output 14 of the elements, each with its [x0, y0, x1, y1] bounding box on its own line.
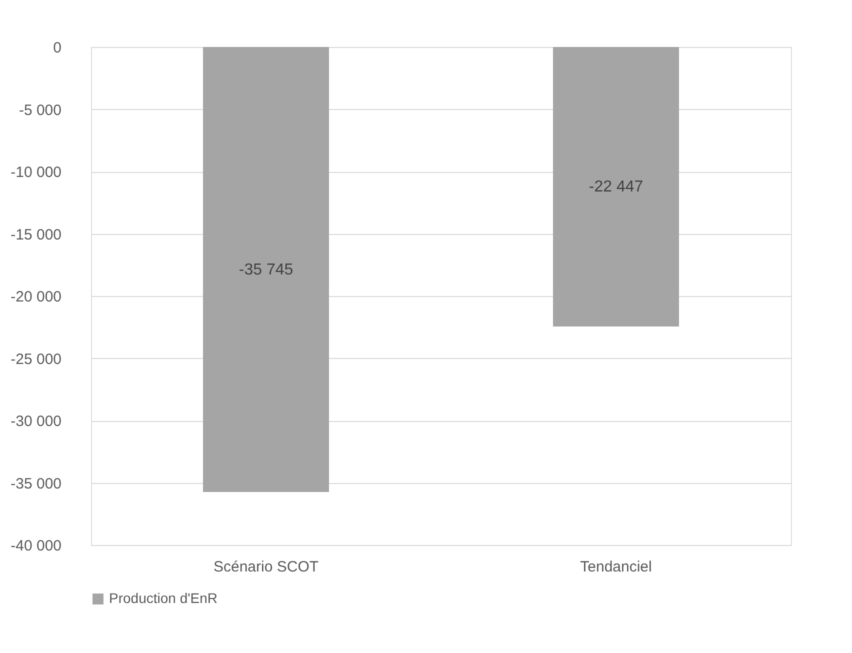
y-tick-label: -35 000: [10, 475, 62, 492]
x-tick-label: Scénario SCOT: [213, 558, 319, 576]
y-tick-label: -40 000: [10, 538, 62, 554]
data-label: -35 745: [238, 262, 294, 279]
y-tick-label: -25 000: [10, 350, 62, 368]
y-tick-label: -10 000: [10, 164, 62, 181]
y-tick-label: -20 000: [10, 288, 62, 306]
x-tick-label: Tendanciel: [580, 558, 652, 576]
y-tick-label: -15 000: [10, 226, 62, 244]
y-tick-label: -5 000: [18, 102, 62, 119]
y-tick-label: 0: [53, 40, 62, 56]
legend-label: Production d'EnR: [109, 590, 218, 606]
data-label: -22 447: [588, 178, 644, 196]
y-tick-label: -30 000: [10, 413, 62, 430]
